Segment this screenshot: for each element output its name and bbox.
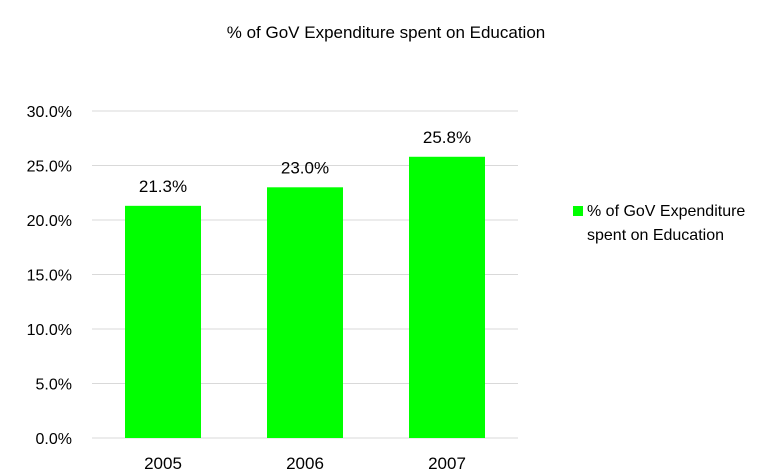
legend-swatch [573, 206, 583, 216]
y-tick-label: 20.0% [27, 213, 72, 230]
legend-label-line-1: % of GoV Expenditure [587, 203, 745, 220]
chart-title: % of GoV Expenditure spent on Education [227, 23, 545, 42]
y-tick-label: 30.0% [27, 104, 72, 121]
x-tick-label: 2007 [428, 454, 466, 471]
y-tick-label: 0.0% [36, 431, 72, 448]
y-tick-label: 10.0% [27, 322, 72, 339]
data-label: 21.3% [139, 177, 187, 196]
y-axis-ticks: 0.0% 5.0% 10.0% 15.0% 20.0% 25.0% 30.0% [27, 104, 72, 448]
bar [409, 156, 485, 438]
bar [125, 205, 201, 438]
x-axis-ticks: 2005 2006 2007 [144, 454, 466, 473]
x-tick-label: 2005 [144, 454, 182, 471]
data-label: 23.0% [281, 158, 329, 177]
x-tick-label: 2006 [286, 454, 324, 471]
y-tick-label: 15.0% [27, 268, 72, 285]
data-label: 25.8% [423, 128, 471, 147]
y-tick-label: 5.0% [36, 377, 72, 394]
data-labels: 21.3% 23.0% 25.8% [139, 128, 471, 196]
y-tick-label: 25.0% [27, 159, 72, 176]
legend: % of GoV Expenditure spent on Education [573, 203, 745, 244]
bars [125, 156, 485, 438]
legend-label-line-2: spent on Education [587, 227, 724, 244]
bar [267, 187, 343, 438]
